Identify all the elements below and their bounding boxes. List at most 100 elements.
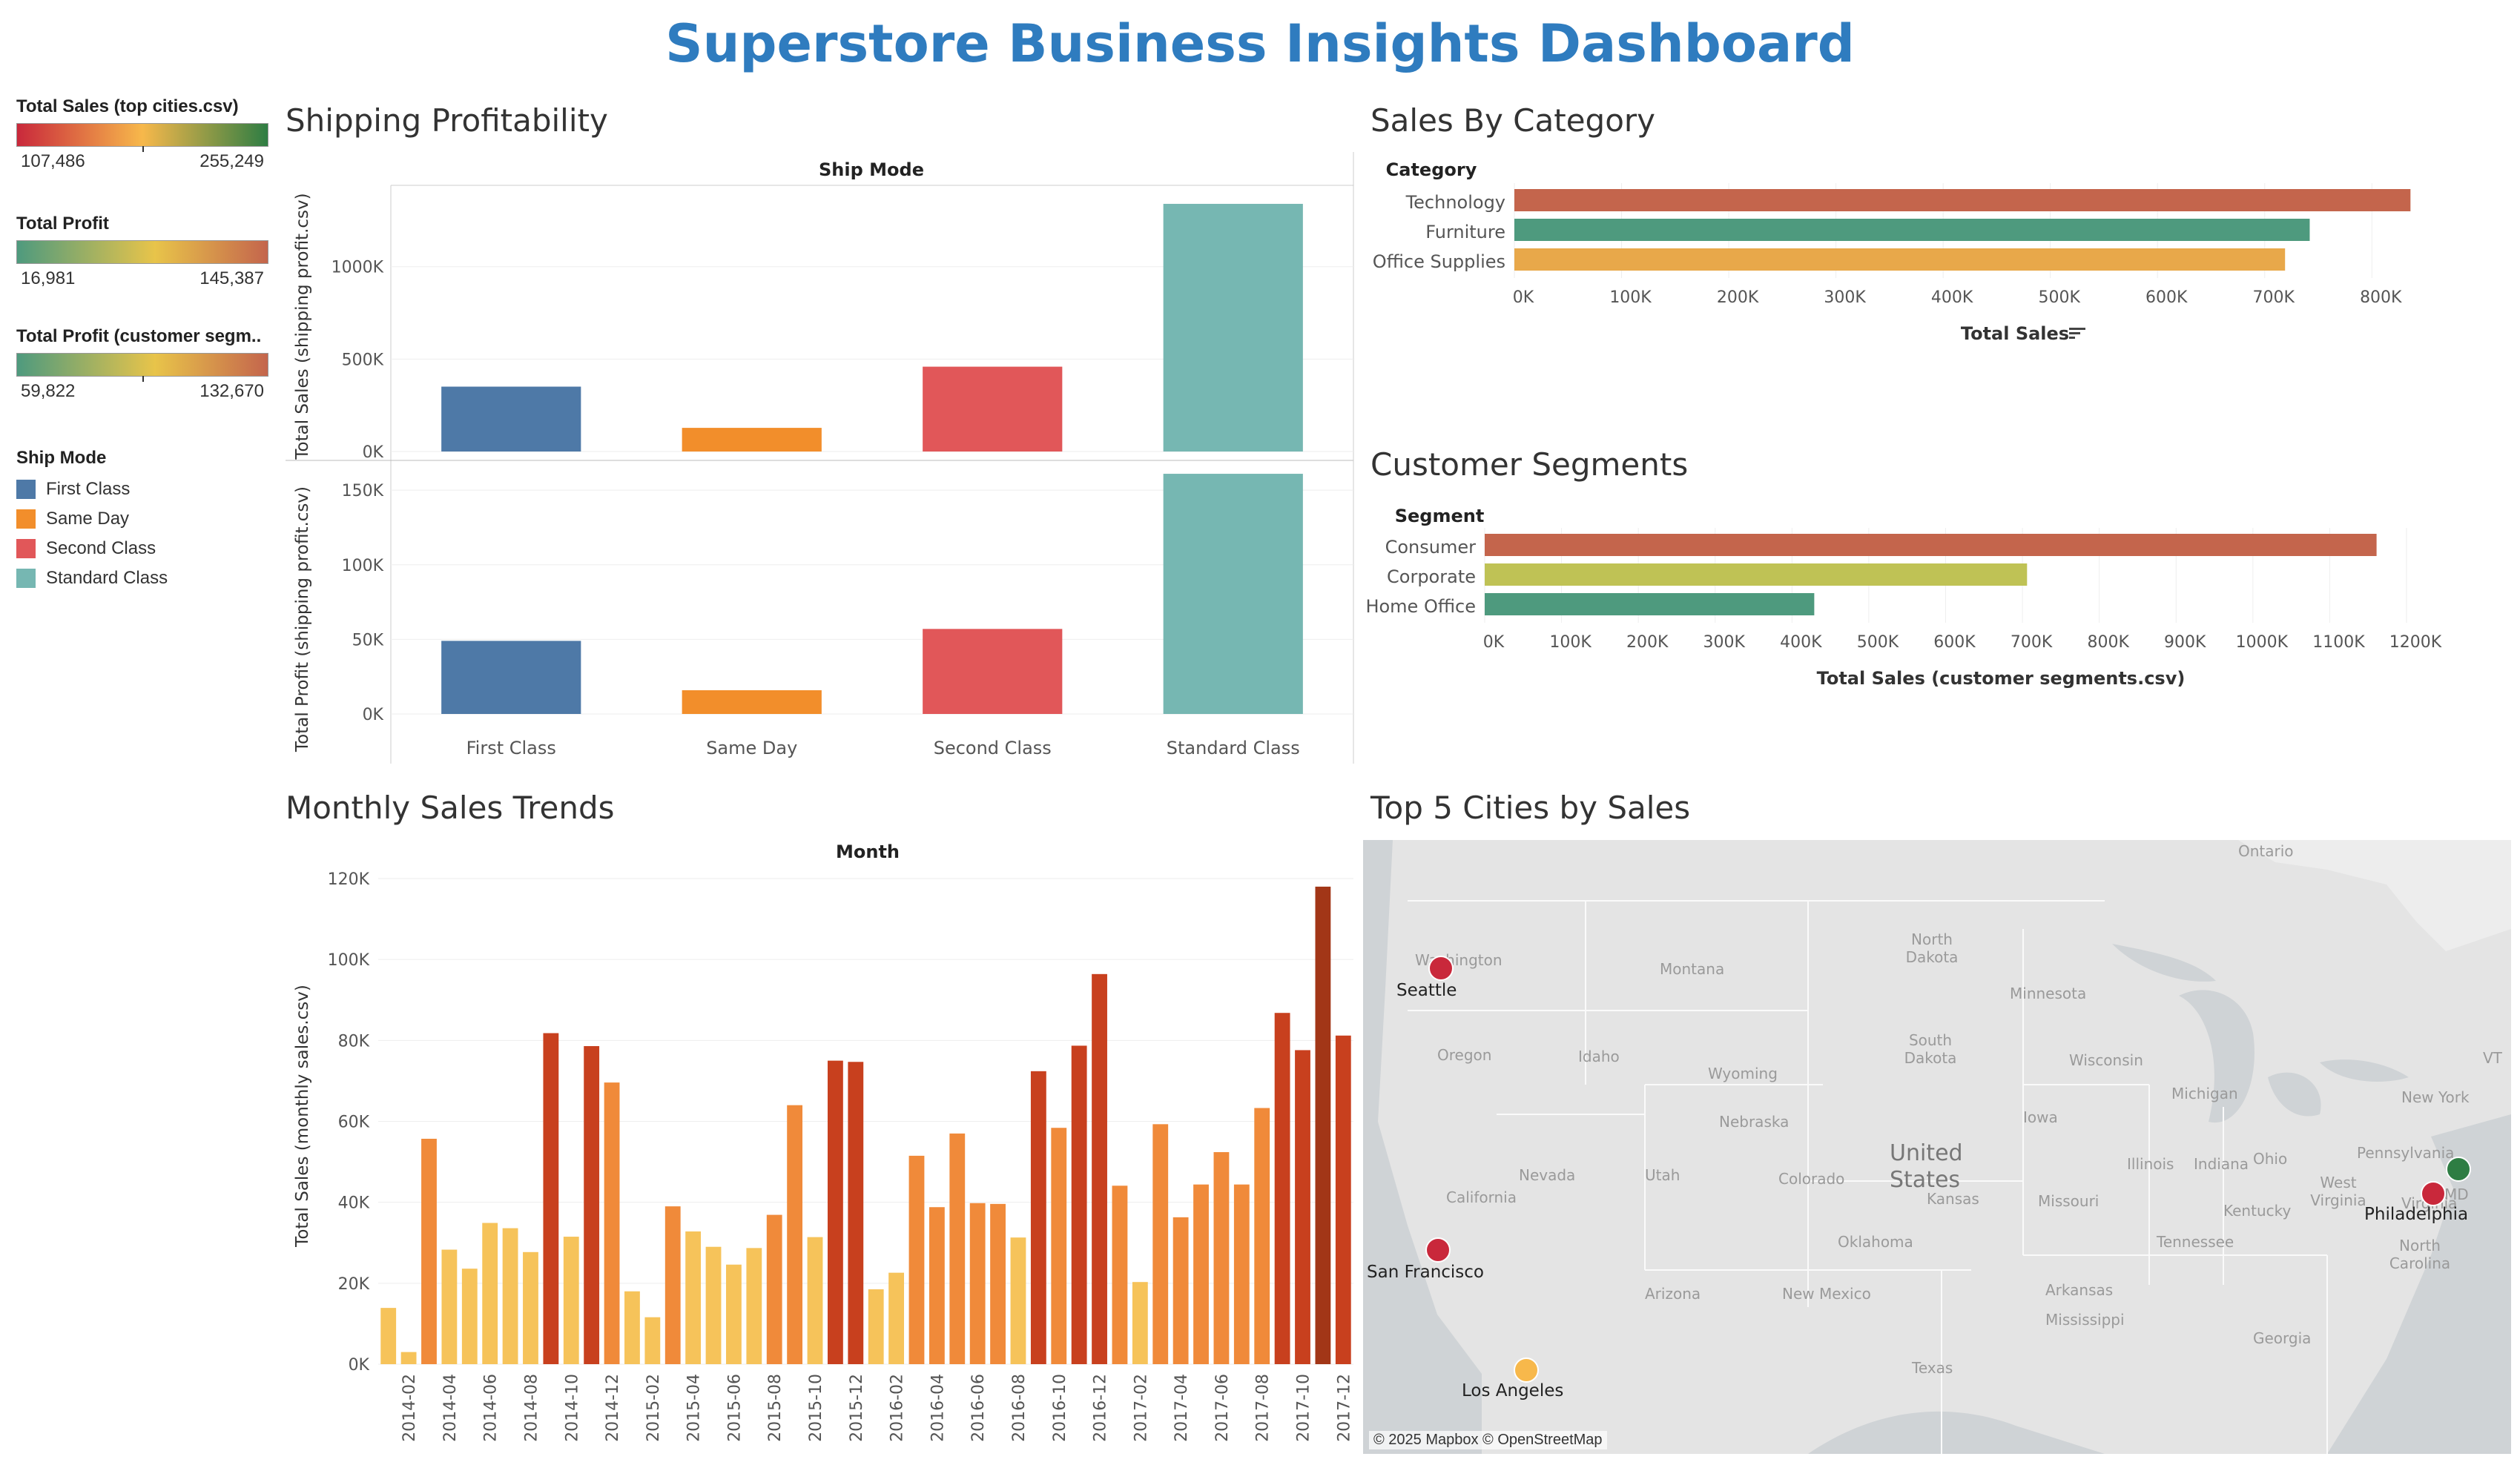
- city-marker-new-york-city[interactable]: [2446, 1157, 2471, 1182]
- map-region-label: Kansas: [1927, 1190, 1979, 1208]
- month-bar[interactable]: [1335, 1035, 1351, 1364]
- monthly-chart[interactable]: Month 0K 20K 40K 60K 80K 100K 120K 2014-02 2014-…: [286, 834, 1357, 1464]
- month-bar[interactable]: [990, 1203, 1006, 1364]
- legend-ship-mode[interactable]: Ship Mode First Class Same Day Second Cl…: [16, 448, 268, 593]
- map-region-label: Tennessee: [2157, 1233, 2234, 1251]
- month-bar[interactable]: [441, 1249, 458, 1364]
- map-region-label: Indiana: [2194, 1155, 2249, 1173]
- city-marker-philadelphia[interactable]: [2421, 1181, 2446, 1206]
- month-bar[interactable]: [1112, 1185, 1128, 1364]
- city-marker-los-angeles[interactable]: [1514, 1357, 1539, 1383]
- x-tick-label: 2014-10: [563, 1374, 581, 1442]
- bar-first-class[interactable]: [441, 641, 581, 714]
- legend-item-second-class[interactable]: Second Class: [16, 534, 268, 563]
- month-bar[interactable]: [482, 1223, 498, 1364]
- bar-home-office[interactable]: [1485, 593, 1815, 615]
- y-axis-label-profit: Total Profit (shipping profit.csv): [293, 486, 312, 753]
- month-bar[interactable]: [1233, 1184, 1250, 1364]
- map-region-label: Nebraska: [1719, 1113, 1790, 1131]
- month-bar[interactable]: [787, 1105, 803, 1364]
- month-bar[interactable]: [523, 1251, 538, 1364]
- month-bar[interactable]: [604, 1082, 620, 1364]
- month-bar[interactable]: [1295, 1050, 1310, 1364]
- month-bar[interactable]: [1193, 1184, 1209, 1364]
- month-bar[interactable]: [584, 1045, 600, 1364]
- legend-item-standard-class[interactable]: Standard Class: [16, 563, 268, 593]
- bar-furniture[interactable]: [1514, 219, 2310, 241]
- segments-chart[interactable]: Segment 0K 100K 200K 300K 400K 500K 600K 700K 80…: [1365, 497, 2514, 697]
- month-bar[interactable]: [746, 1248, 762, 1364]
- x-tick-label: 600K: [2145, 288, 2188, 307]
- bar-same-day[interactable]: [682, 690, 822, 714]
- bar-second-class[interactable]: [923, 366, 1063, 452]
- bar-same-day[interactable]: [682, 428, 822, 452]
- map-region-label: MD: [2444, 1185, 2469, 1203]
- month-bar[interactable]: [380, 1308, 397, 1364]
- dashboard-title: Superstore Business Insights Dashboard: [665, 13, 1855, 74]
- month-bar[interactable]: [1315, 886, 1331, 1364]
- map-region-label: Idaho: [1578, 1048, 1620, 1065]
- month-bar[interactable]: [705, 1246, 722, 1364]
- map-region-label: Colorado: [1778, 1170, 1845, 1188]
- legend-profit[interactable]: Total Profit 16,981 145,387: [16, 214, 268, 289]
- bar-standard-class[interactable]: [1163, 203, 1303, 452]
- legend-top-cities[interactable]: Total Sales (top cities.csv) 107,486 255,…: [16, 96, 268, 172]
- month-bar[interactable]: [624, 1291, 640, 1364]
- x-tick-label: 1000K: [2236, 633, 2289, 652]
- month-bar[interactable]: [543, 1033, 559, 1364]
- month-bar[interactable]: [827, 1060, 843, 1364]
- map-attribution[interactable]: © 2025 Mapbox © OpenStreetMap: [1369, 1431, 1607, 1449]
- bar-first-class[interactable]: [441, 386, 581, 452]
- bar-technology[interactable]: [1514, 189, 2411, 211]
- month-bar[interactable]: [1274, 1013, 1290, 1364]
- bar-consumer[interactable]: [1485, 534, 2377, 556]
- month-bar[interactable]: [908, 1155, 925, 1364]
- sort-icon[interactable]: [2069, 328, 2085, 339]
- month-bar[interactable]: [969, 1203, 986, 1364]
- x-tick-label: 2016-12: [1092, 1374, 1110, 1442]
- month-bar[interactable]: [685, 1231, 702, 1364]
- month-bar[interactable]: [400, 1352, 417, 1364]
- month-bar[interactable]: [664, 1206, 681, 1364]
- month-bar[interactable]: [888, 1272, 905, 1364]
- month-bar[interactable]: [807, 1237, 823, 1364]
- month-bar[interactable]: [644, 1317, 661, 1364]
- month-bar[interactable]: [1071, 1045, 1087, 1364]
- month-bar[interactable]: [1152, 1124, 1169, 1364]
- month-bar[interactable]: [868, 1289, 884, 1364]
- legend-segments[interactable]: Total Profit (customer segm.. 59,822 132,…: [16, 326, 268, 402]
- month-bar[interactable]: [563, 1237, 579, 1364]
- x-tick-label: 100K: [1609, 288, 1652, 307]
- cities-map[interactable]: Ontario North Dakota Montana Minnesota South…: [1363, 840, 2511, 1454]
- month-bar[interactable]: [421, 1138, 437, 1364]
- bar-office-supplies[interactable]: [1514, 248, 2286, 271]
- month-bar[interactable]: [1172, 1217, 1189, 1364]
- category-chart[interactable]: Category 0K 100K 200K 300K 400K 500K 600K 700K 8…: [1365, 152, 2514, 352]
- month-bar[interactable]: [1213, 1151, 1230, 1364]
- bar-second-class[interactable]: [923, 629, 1063, 714]
- month-bar[interactable]: [1132, 1282, 1148, 1364]
- city-marker-seattle[interactable]: [1428, 956, 1454, 981]
- month-bar[interactable]: [461, 1269, 478, 1364]
- legend-item-same-day[interactable]: Same Day: [16, 504, 268, 534]
- bar-corporate[interactable]: [1485, 563, 2028, 586]
- month-bar[interactable]: [502, 1228, 518, 1364]
- cities-title: Top 5 Cities by Sales: [1371, 790, 1691, 826]
- month-bar[interactable]: [1010, 1237, 1026, 1364]
- month-bar[interactable]: [1051, 1128, 1067, 1364]
- month-bar[interactable]: [949, 1133, 966, 1364]
- bar-standard-class[interactable]: [1163, 474, 1303, 714]
- month-bar[interactable]: [766, 1214, 782, 1364]
- legend-item-first-class[interactable]: First Class: [16, 474, 268, 504]
- month-bar[interactable]: [848, 1062, 864, 1364]
- month-bar[interactable]: [726, 1264, 742, 1364]
- city-marker-san-francisco[interactable]: [1425, 1237, 1451, 1263]
- map-region-label: Iowa: [2023, 1108, 2058, 1126]
- month-bar[interactable]: [928, 1207, 945, 1364]
- month-bar[interactable]: [1030, 1071, 1046, 1364]
- month-bar[interactable]: [1092, 973, 1107, 1364]
- shipping-chart[interactable]: Ship Mode 0K 500K 1000K 0K 50K 100K 150K First…: [286, 152, 1357, 767]
- month-bar[interactable]: [1254, 1108, 1270, 1364]
- map-region-label: New Mexico: [1782, 1285, 1871, 1303]
- legend-label: First Class: [46, 479, 131, 499]
